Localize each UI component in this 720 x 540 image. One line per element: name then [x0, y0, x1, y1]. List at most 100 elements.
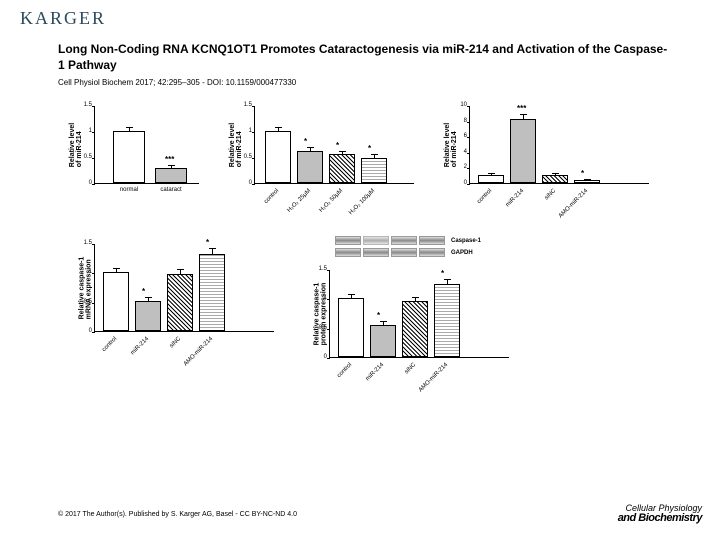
panel-row-2: DRelative caspase-1mRNA expression00.511…: [58, 232, 678, 398]
x-tick-label: miR-214: [505, 188, 525, 208]
panel-A: ARelative levelof miR-21400.511.5normal*…: [58, 94, 208, 204]
chart: Relative levelof miR-214 0246810control**…: [433, 94, 658, 224]
gel-band: [335, 236, 361, 245]
y-tick: 0.5: [237, 154, 252, 160]
x-tick-label: siNC: [169, 336, 182, 349]
y-tick: 1: [237, 128, 252, 134]
gel-band: [419, 236, 445, 245]
y-axis-label: Relative levelof miR-214: [444, 123, 458, 167]
x-tick-label: H₂O₂ 25μM: [286, 188, 312, 214]
significance-marker: *: [336, 141, 339, 150]
significance-marker: ***: [517, 104, 526, 113]
x-tick-label: H₂O₂ 50μM: [318, 188, 344, 214]
gel-band: [335, 248, 361, 257]
y-tick: 0: [77, 180, 92, 186]
y-tick: 6: [452, 133, 467, 139]
bar: [338, 298, 364, 357]
bar: [155, 168, 187, 183]
chart: Relative levelof miR-21400.511.5normal**…: [58, 94, 208, 204]
y-tick: 4: [452, 149, 467, 155]
plot-area: 00.511.5control*H₂O₂ 25μM*H₂O₂ 50μM*H₂O₂…: [254, 106, 414, 184]
panel-D: DRelative caspase-1mRNA expression00.511…: [58, 232, 283, 372]
bar: [199, 254, 225, 331]
chart: Relative caspase-1protein expression00.5…: [293, 258, 518, 398]
y-tick: 0.5: [77, 299, 92, 305]
significance-marker: *: [206, 238, 209, 247]
x-tick-label: miR-214: [365, 362, 385, 382]
x-tick-label: control: [101, 336, 118, 353]
bar: [297, 151, 323, 183]
y-tick: 1.5: [77, 102, 92, 108]
panel-row-1: ARelative levelof miR-21400.511.5normal*…: [58, 94, 678, 224]
significance-marker: ***: [165, 155, 174, 164]
y-tick: 0.5: [312, 325, 327, 331]
gel-band: [391, 236, 417, 245]
x-tick-label: normal: [113, 187, 145, 193]
figure-panels: ARelative levelof miR-21400.511.5normal*…: [58, 94, 678, 406]
western-blot: Caspase-1 GAPDH: [335, 236, 481, 260]
bar: [370, 325, 396, 357]
bar: [478, 175, 504, 183]
x-tick-label: control: [476, 188, 493, 205]
y-tick: 1.5: [237, 102, 252, 108]
bar: [510, 119, 536, 183]
bar: [542, 175, 568, 183]
y-tick: 0: [312, 354, 327, 360]
journal-logo: Cellular Physiology and Biochemistry: [618, 504, 702, 524]
y-tick: 1: [77, 128, 92, 134]
y-tick: 8: [452, 118, 467, 124]
x-tick-label: H₂O₂ 100μM: [348, 188, 376, 216]
bar: [265, 131, 291, 183]
x-tick-label: AMO-miR-214: [558, 188, 589, 219]
bar: [135, 301, 161, 332]
bar: [361, 158, 387, 183]
significance-marker: *: [142, 287, 145, 296]
gel-band: [363, 236, 389, 245]
bar: [167, 274, 193, 331]
plot-area: 00.511.5control*miR-214siNC*AMO-miR-214: [329, 270, 509, 358]
article-title: Long Non-Coding RNA KCNQ1OT1 Promotes Ca…: [58, 42, 668, 73]
panel-E: ERelative caspase-1protein expression00.…: [293, 258, 518, 398]
y-axis-label: Relative caspase-1mRNA expression: [78, 257, 92, 320]
panel-B: BRelative levelof miR-21400.511.5control…: [218, 94, 423, 224]
y-tick: 0: [452, 180, 467, 186]
gel-band: [363, 248, 389, 257]
bar: [574, 180, 600, 183]
significance-marker: *: [368, 144, 371, 153]
significance-marker: *: [304, 137, 307, 146]
bar: [434, 284, 460, 357]
x-tick-label: AMO-miR-214: [183, 336, 214, 367]
chart: Relative levelof miR-21400.511.5control*…: [218, 94, 423, 224]
y-tick: 0.5: [77, 154, 92, 160]
plot-area: 00.511.5control*miR-214siNC*AMO-miR-214: [94, 244, 274, 332]
gel-band: [419, 248, 445, 257]
bar: [402, 301, 428, 357]
y-tick: 1.5: [312, 266, 327, 272]
bar: [113, 131, 145, 183]
x-tick-label: cataract: [155, 187, 187, 193]
y-tick: 1: [312, 295, 327, 301]
gel-row-label: Caspase-1: [451, 238, 481, 244]
y-tick: 0: [77, 328, 92, 334]
x-tick-label: control: [336, 362, 353, 379]
plot-area: 0246810control***miR-214siNC*AMO-miR-214: [469, 106, 649, 184]
copyright-footer: © 2017 The Author(s). Published by S. Ka…: [58, 511, 297, 518]
panel-C: CRelative levelof miR-2140246810control*…: [433, 94, 658, 224]
significance-marker: *: [377, 311, 380, 320]
journal-line2: and Biochemistry: [618, 513, 702, 524]
y-axis-label: Relative caspase-1protein expression: [313, 283, 327, 346]
significance-marker: *: [581, 169, 584, 178]
x-tick-label: control: [263, 188, 280, 205]
y-tick: 1: [77, 269, 92, 275]
gel-band: [391, 248, 417, 257]
x-tick-label: siNC: [404, 362, 417, 375]
plot-area: 00.511.5normal***cataract: [94, 106, 199, 184]
significance-marker: *: [441, 269, 444, 278]
x-tick-label: siNC: [544, 188, 557, 201]
x-tick-label: miR-214: [130, 336, 150, 356]
chart: Relative caspase-1mRNA expression00.511.…: [58, 232, 283, 372]
gel-row-label: GAPDH: [451, 250, 473, 256]
x-tick-label: AMO-miR-214: [418, 362, 449, 393]
y-tick: 2: [452, 164, 467, 170]
bar: [329, 154, 355, 183]
